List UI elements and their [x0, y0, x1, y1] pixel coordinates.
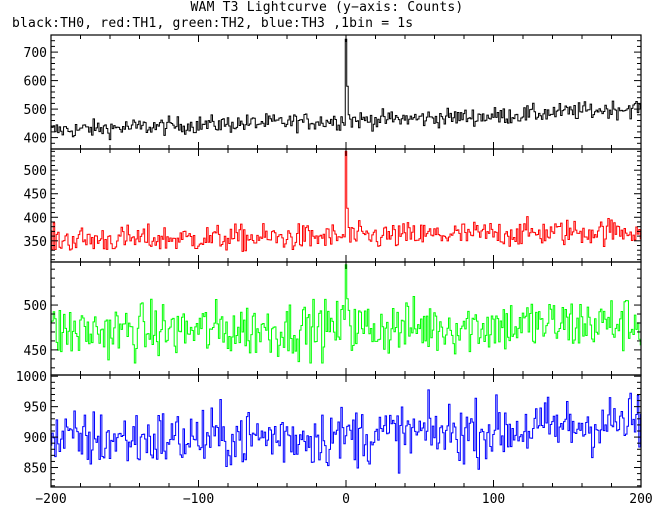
panel-th1-frame: [50, 148, 642, 263]
series-th2-line: [51, 264, 641, 364]
panel-th0-y-tick-label: 400: [24, 132, 47, 147]
panel-th3-y-tick-label: 850: [24, 462, 47, 477]
panel-th3-y-tick-label: 1000: [16, 370, 47, 385]
panel-th1-y-tick-label: 400: [24, 211, 47, 226]
panel-th3-y-tick-label: 950: [24, 401, 47, 416]
x-tick-label: 0: [342, 492, 350, 505]
x-tick-label: −200: [35, 492, 66, 505]
series-th3-line: [51, 389, 641, 474]
chart-subtitle: black:TH0, red:TH1, green:TH2, blue:TH3 …: [12, 16, 414, 31]
panel-th2-frame: [50, 261, 642, 376]
x-tick-label: 100: [482, 492, 505, 505]
panel-th0-y-tick-label: 700: [24, 46, 47, 61]
panel-th0-y-tick-label: 500: [24, 103, 47, 118]
panel-th2-y-tick-label: 450: [24, 344, 47, 359]
x-tick-label: −100: [183, 492, 214, 505]
chart-title: WAM T3 Lightcurve (y−axis: Counts): [190, 0, 464, 15]
panel-th0-frame: [50, 34, 642, 150]
panel-th3-frame: [50, 374, 642, 488]
series-th1-line: [51, 150, 641, 252]
panel-th1-y-tick-label: 500: [24, 164, 47, 179]
panel-th1-y-tick-label: 350: [24, 235, 47, 250]
x-tick-label: 200: [629, 492, 652, 505]
panel-th2-y-tick-label: 500: [24, 299, 47, 314]
panel-th3-y-tick-label: 900: [24, 431, 47, 446]
series-th0-line: [51, 38, 641, 141]
panel-th0-y-tick-label: 600: [24, 75, 47, 90]
panel-th1-y-tick-label: 450: [24, 188, 47, 203]
